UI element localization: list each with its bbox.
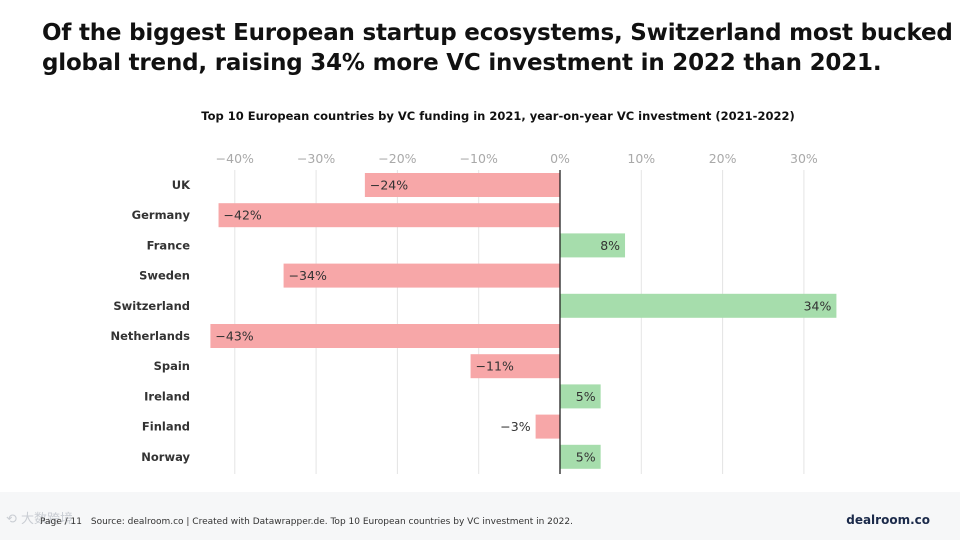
data-label: 5% [576,389,596,404]
x-tick-label: 0% [550,151,570,166]
headline-line-2: global trend, raising 34% more VC invest… [42,50,882,76]
data-label: −11% [476,359,514,374]
bar-switzerland [560,293,837,318]
category-label: Finland [142,420,190,434]
category-label: Norway [141,450,190,464]
x-tick-label: 30% [790,151,818,166]
category-label: Sweden [139,269,190,283]
category-label: Ireland [144,389,190,403]
watermark: ⟲ 大数跨境 [6,512,74,527]
bar-spain [470,354,560,379]
data-label: 5% [576,449,596,464]
x-axis-ticks: −40% −30% −20% −10% 0% 10% 20% 30% [216,151,818,166]
data-labels: −24% −42% 8% −34% 34% −43% −11% 5% −3% 5% [215,178,831,465]
bar-sweden [283,263,560,288]
category-label: Netherlands [110,329,190,343]
category-label: UK [172,178,191,192]
data-label: −24% [370,178,408,193]
bar-uk [364,173,560,197]
x-tick-label: −10% [460,151,498,166]
bar-france [560,233,626,258]
data-label: −34% [289,268,327,283]
category-label: Spain [154,359,190,373]
x-tick-label: −30% [297,151,335,166]
bar-chart: Top 10 European countries by VC funding … [0,86,960,490]
bar-finland [535,414,560,439]
data-label: −42% [224,208,262,223]
data-label: −43% [215,329,253,344]
footer: ⟲ 大数跨境 Page / 11 Source: dealroom.co | C… [0,492,960,540]
source-note: Source: dealroom.co | Created with Dataw… [90,517,573,527]
bar-netherlands [210,324,560,348]
category-label: Switzerland [113,299,190,313]
category-label: France [147,238,191,252]
bar-norway [560,444,601,469]
x-tick-label: 10% [627,151,655,166]
category-labels: UK Germany France Sweden Switzerland Netherla… [110,178,191,464]
category-label: Germany [132,208,191,222]
bars [210,173,837,469]
data-label: −3% [500,419,530,434]
bar-germany [218,203,561,228]
bar-ireland [560,384,601,409]
x-tick-label: −40% [216,151,254,166]
page-number: Page / 11 [40,517,82,527]
x-tick-label: 20% [709,151,737,166]
data-label: 34% [804,298,832,313]
headline: Of the biggest European startup ecosyste… [42,18,960,78]
headline-line-1: Of the biggest European startup ecosyste… [42,20,960,46]
x-tick-label: −20% [378,151,416,166]
chart-title: Top 10 European countries by VC funding … [201,109,794,123]
footer-text: Page / 11 Source: dealroom.co | Created … [40,517,579,527]
dealroom-logo: dealroom.co [846,513,930,527]
data-label: 8% [600,238,620,253]
